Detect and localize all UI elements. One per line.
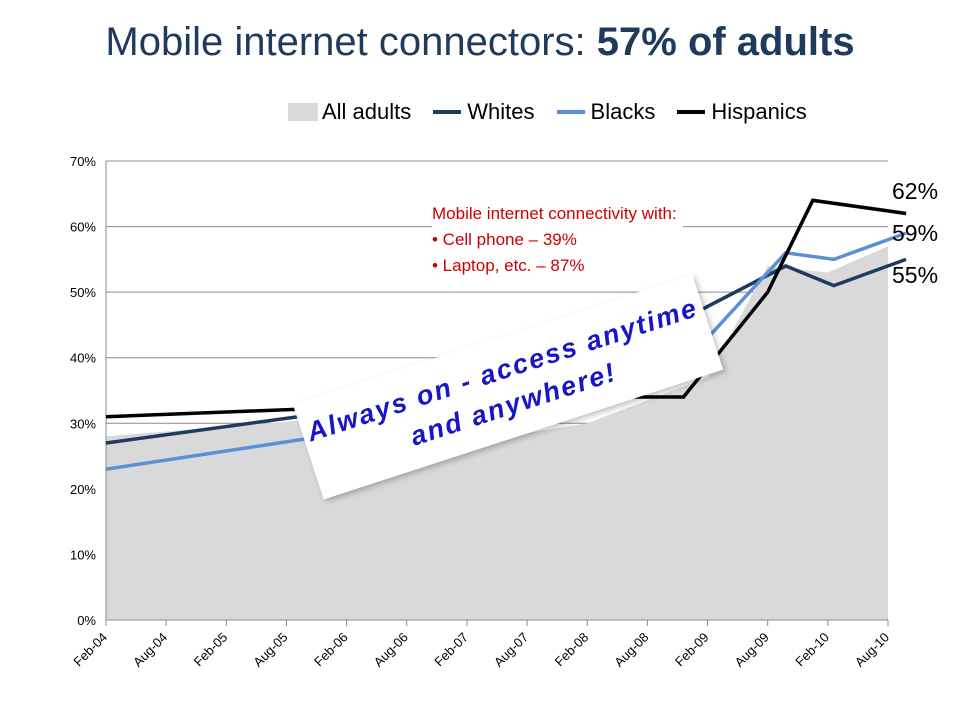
x-tick-label: Aug-10 [852,630,892,670]
end-label-hispanics: 62% [892,178,938,204]
x-tick-label: Aug-08 [611,630,651,670]
y-tick-label: 70% [70,154,96,169]
legend-item-whites: Whites [433,99,535,125]
series-all-adults [106,246,888,620]
annotation-bullet-laptop: • Laptop, etc. – 87% [432,256,585,275]
x-tick-label: Aug-07 [491,630,531,670]
x-tick-label: Aug-09 [732,630,772,670]
y-tick-label: 0% [77,613,96,628]
y-tick-label: 30% [70,416,96,431]
x-tick-label: Feb-06 [311,630,351,670]
legend-label-all-adults: All adults [322,99,412,124]
legend-swatch-whites [433,110,462,114]
title-emphasis: 57% of adults [596,20,855,64]
legend-label-whites: Whites [467,99,535,124]
y-axis-ticks: 0% 10% 20% 30% 40% 50% 60% 70% [70,154,96,628]
end-label-whites: 55% [892,262,938,288]
chart-legend: All adults Whites Blacks Hispanics [288,98,829,126]
x-tick-label: Feb-04 [70,630,110,670]
series-blacks [105,231,907,471]
x-tick-label: Feb-07 [431,630,471,670]
x-tick-label: Aug-06 [371,630,411,670]
legend-swatch-blacks [556,110,585,114]
annotation-heading: Mobile internet connectivity with: [432,204,677,223]
connectivity-annotation: Mobile internet connectivity with: • Cel… [432,201,683,281]
area-series [106,246,888,620]
x-tick-label: Aug-05 [250,630,290,670]
y-tick-label: 40% [70,351,96,366]
legend-swatch-hispanics [677,110,706,114]
x-axis-ticks: Feb-04 Aug-04 Feb-05 Aug-05 Feb-06 Aug-06 Feb-… [70,620,892,670]
legend-item-all-adults: All adults [288,99,411,125]
title-prefix: Mobile internet connectors: [105,20,597,64]
legend-label-blacks: Blacks [590,99,656,124]
page-title: Mobile internet connectors: 57% of adult… [0,20,960,65]
x-tick-label: Feb-05 [191,630,231,670]
x-tick-label: Aug-04 [130,630,170,670]
x-tick-label: Feb-09 [672,630,712,670]
legend-swatch-all-adults [288,103,318,121]
y-tick-label: 60% [70,220,96,235]
x-tick-label: Feb-08 [552,630,592,670]
legend-label-hispanics: Hispanics [711,99,807,124]
end-label-blacks: 59% [892,220,938,246]
y-tick-label: 10% [70,547,96,562]
x-tick-label: Feb-10 [792,630,832,670]
y-tick-label: 20% [70,482,96,497]
y-tick-label: 50% [70,285,96,300]
legend-item-hispanics: Hispanics [677,99,807,125]
annotation-bullet-cell: • Cell phone – 39% [432,230,577,249]
axes [105,161,888,621]
legend-item-blacks: Blacks [556,99,656,125]
